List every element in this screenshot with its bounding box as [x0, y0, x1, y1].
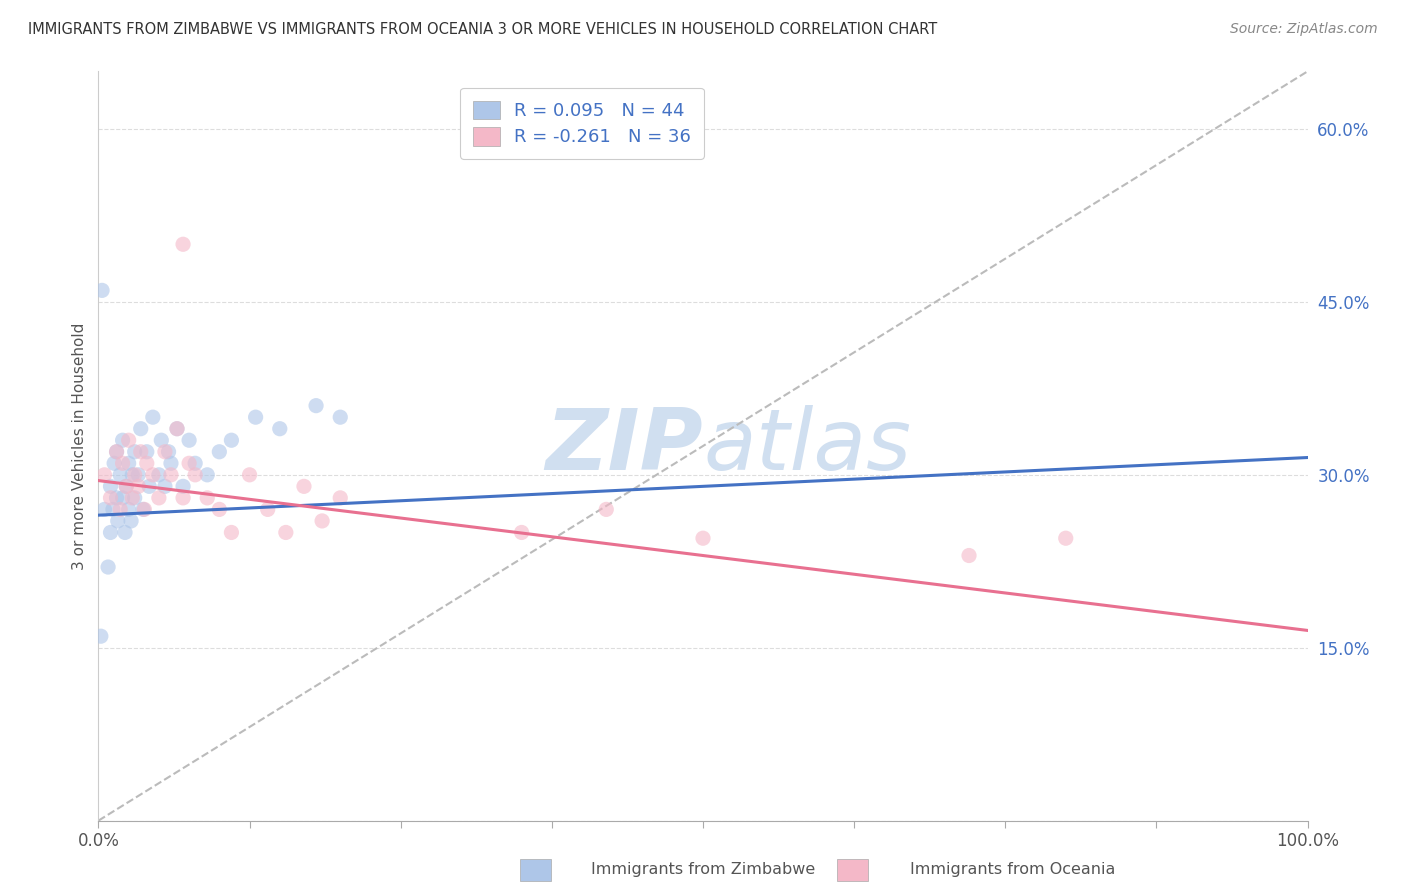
Point — [115, 479, 138, 493]
Point — [160, 467, 183, 482]
Point — [172, 491, 194, 505]
Point — [118, 456, 141, 470]
Point — [138, 479, 160, 493]
Point — [239, 467, 262, 482]
Point — [153, 479, 176, 493]
Point — [121, 491, 143, 505]
Point — [510, 525, 533, 540]
Point — [208, 444, 231, 458]
Point — [132, 502, 155, 516]
Point — [179, 434, 201, 448]
Point — [129, 444, 152, 458]
Point — [90, 629, 112, 643]
Point — [157, 444, 180, 458]
Point — [172, 237, 194, 252]
Point — [221, 434, 243, 448]
Point — [100, 491, 122, 505]
Point — [329, 410, 352, 425]
Point — [166, 422, 188, 436]
Point — [153, 444, 176, 458]
Point — [108, 502, 131, 516]
Point — [256, 502, 278, 516]
Text: Immigrants from Oceania: Immigrants from Oceania — [910, 863, 1115, 877]
Point — [135, 456, 157, 470]
Text: ZIP: ZIP — [546, 404, 703, 488]
Y-axis label: 3 or more Vehicles in Household: 3 or more Vehicles in Household — [72, 322, 87, 570]
Text: atlas: atlas — [703, 404, 911, 488]
Point — [120, 514, 142, 528]
Point — [1054, 531, 1077, 545]
Point — [97, 560, 120, 574]
Point — [245, 410, 267, 425]
Point — [118, 502, 141, 516]
Point — [329, 491, 352, 505]
Point — [127, 467, 149, 482]
Point — [184, 456, 207, 470]
Point — [93, 467, 115, 482]
Point — [148, 467, 170, 482]
Point — [274, 525, 297, 540]
Point — [105, 444, 128, 458]
Point — [111, 491, 134, 505]
Point — [195, 491, 218, 505]
Point — [595, 502, 617, 516]
Point — [142, 467, 165, 482]
Point — [124, 444, 146, 458]
Point — [160, 456, 183, 470]
Point — [129, 422, 152, 436]
Point — [100, 479, 122, 493]
Text: Source: ZipAtlas.com: Source: ZipAtlas.com — [1230, 22, 1378, 37]
Legend: R = 0.095   N = 44, R = -0.261   N = 36: R = 0.095 N = 44, R = -0.261 N = 36 — [460, 88, 704, 159]
Point — [195, 467, 218, 482]
Point — [305, 399, 328, 413]
Text: IMMIGRANTS FROM ZIMBABWE VS IMMIGRANTS FROM OCEANIA 3 OR MORE VEHICLES IN HOUSEH: IMMIGRANTS FROM ZIMBABWE VS IMMIGRANTS F… — [28, 22, 938, 37]
Point — [692, 531, 714, 545]
Point — [91, 284, 114, 298]
Point — [105, 491, 128, 505]
Point — [135, 444, 157, 458]
Point — [107, 514, 129, 528]
Point — [148, 491, 170, 505]
Point — [172, 479, 194, 493]
Point — [184, 467, 207, 482]
Point — [100, 525, 122, 540]
Point — [124, 491, 146, 505]
Point — [127, 479, 149, 493]
Point — [114, 525, 136, 540]
Point — [118, 434, 141, 448]
Point — [269, 422, 291, 436]
Point — [179, 456, 201, 470]
Point — [311, 514, 333, 528]
Point — [221, 525, 243, 540]
Point — [208, 502, 231, 516]
Point — [121, 467, 143, 482]
Point — [103, 456, 125, 470]
Point — [292, 479, 315, 493]
Point — [101, 502, 124, 516]
Point — [134, 502, 156, 516]
Text: Immigrants from Zimbabwe: Immigrants from Zimbabwe — [591, 863, 815, 877]
Point — [105, 444, 128, 458]
Point — [150, 434, 173, 448]
Point — [108, 467, 131, 482]
Point — [93, 502, 115, 516]
Point — [957, 549, 980, 563]
Point — [124, 467, 146, 482]
Point — [166, 422, 188, 436]
Point — [142, 410, 165, 425]
Point — [111, 456, 134, 470]
Point — [115, 479, 138, 493]
Point — [111, 434, 134, 448]
